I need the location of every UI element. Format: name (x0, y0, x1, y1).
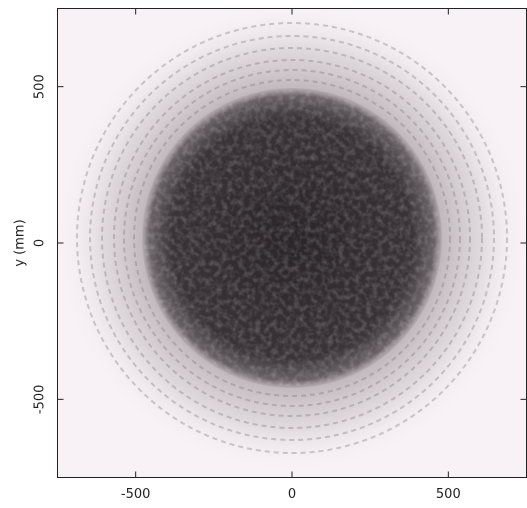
x-tick-label: -500 (121, 487, 151, 502)
rings (76, 22, 508, 454)
y-axis-label: y (mm) (13, 219, 28, 266)
x-tick-label: 500 (436, 487, 461, 502)
y-tick-label: 0 (33, 239, 48, 247)
x-tick-label: 0 (288, 487, 296, 502)
image (57, 8, 527, 478)
disk-texture (144, 90, 440, 386)
y-tick-label: 500 (33, 74, 48, 99)
y-tick-label: -500 (33, 385, 48, 415)
